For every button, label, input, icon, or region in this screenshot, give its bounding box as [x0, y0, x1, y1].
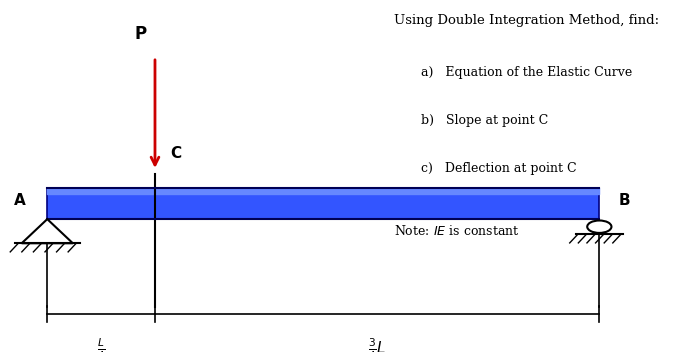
Bar [47, 188, 599, 219]
Text: $\frac{3}{4}L$: $\frac{3}{4}L$ [368, 337, 386, 352]
Text: $\frac{L}{4}$: $\frac{L}{4}$ [97, 337, 106, 352]
Text: a)   Equation of the Elastic Curve: a) Equation of the Elastic Curve [421, 65, 632, 78]
Text: C: C [170, 146, 181, 161]
Text: B: B [618, 193, 630, 208]
Text: c)   Deflection at point C: c) Deflection at point C [421, 162, 576, 175]
Text: Note: $\mathit{IE}$ is constant: Note: $\mathit{IE}$ is constant [394, 224, 519, 238]
Text: A: A [14, 193, 25, 208]
Polygon shape [22, 219, 73, 243]
Text: b)   Slope at point C: b) Slope at point C [421, 114, 548, 127]
Circle shape [587, 220, 611, 233]
Text: Using Double Integration Method, find:: Using Double Integration Method, find: [394, 14, 659, 27]
Text: P: P [134, 25, 146, 43]
